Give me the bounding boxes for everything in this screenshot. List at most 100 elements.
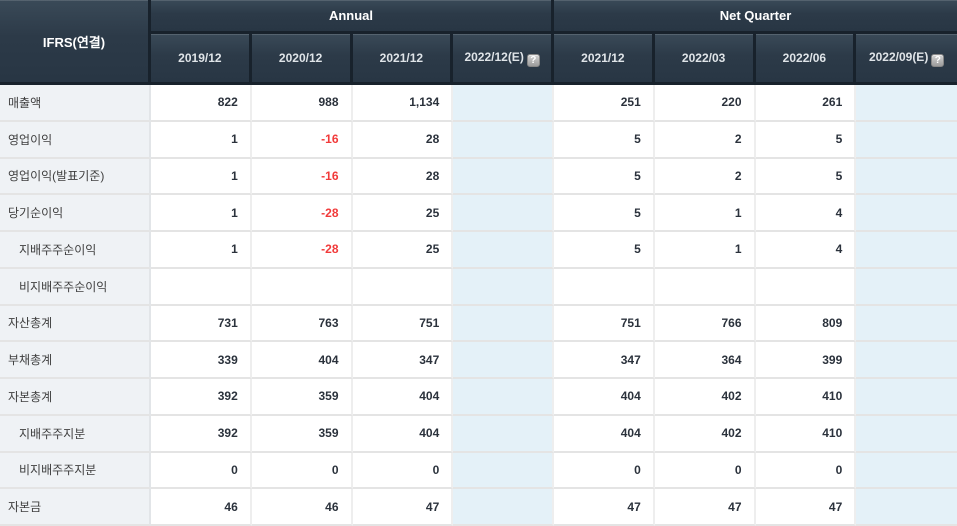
value-cell: 28 xyxy=(352,121,454,159)
row-label: 비지배주주지분 xyxy=(0,452,151,490)
column-header-estimate: 2022/09(E)? xyxy=(856,34,957,85)
value-cell: 0 xyxy=(654,452,756,490)
value-cell xyxy=(654,268,756,306)
value-cell xyxy=(151,268,252,306)
value-cell: 402 xyxy=(654,379,756,416)
value-cell: 47 xyxy=(352,489,454,526)
value-cell xyxy=(352,268,454,306)
column-header: 2022/03 xyxy=(654,34,756,85)
value-cell: 47 xyxy=(755,489,857,526)
table-row: 비지배주주순이익 xyxy=(0,268,957,306)
value-cell: 5 xyxy=(755,121,857,159)
value-cell xyxy=(453,415,554,453)
value-cell: 0 xyxy=(151,452,252,490)
value-cell: 1 xyxy=(151,121,252,159)
value-cell: 731 xyxy=(151,305,252,343)
value-cell xyxy=(856,195,957,232)
value-cell xyxy=(856,489,957,526)
value-cell: 392 xyxy=(151,379,252,416)
value-cell: 5 xyxy=(755,158,857,196)
value-cell xyxy=(755,268,857,306)
value-cell: 1 xyxy=(151,158,252,196)
value-cell: 0 xyxy=(251,452,353,490)
value-cell: 404 xyxy=(352,379,454,416)
value-cell xyxy=(453,121,554,159)
value-cell xyxy=(453,489,554,526)
value-cell: 359 xyxy=(251,379,353,416)
value-cell: 410 xyxy=(755,379,857,416)
value-cell xyxy=(453,232,554,269)
value-cell xyxy=(856,268,957,306)
table-row: 매출액 822 988 1,134 251 220 261 xyxy=(0,85,957,122)
value-cell: 47 xyxy=(654,489,756,526)
value-cell xyxy=(251,268,353,306)
value-cell: 0 xyxy=(352,452,454,490)
value-cell: 47 xyxy=(554,489,655,526)
value-cell: 28 xyxy=(352,158,454,196)
value-cell: 404 xyxy=(554,415,655,453)
column-header-label: 2022/09(E) xyxy=(868,49,929,64)
value-cell xyxy=(453,85,554,122)
row-label: 자본금 xyxy=(0,489,151,526)
value-cell: 25 xyxy=(352,195,454,232)
value-cell: 751 xyxy=(554,305,655,343)
value-cell xyxy=(453,158,554,196)
table-row: 영업이익 1 -16 28 5 2 5 xyxy=(0,121,957,159)
column-header-label: 2022/12(E) xyxy=(464,49,524,64)
value-cell xyxy=(856,305,957,343)
value-cell: 359 xyxy=(251,415,353,453)
value-cell: 763 xyxy=(251,305,353,343)
value-cell: -28 xyxy=(251,232,353,269)
value-cell: 220 xyxy=(654,85,756,122)
value-cell xyxy=(856,452,957,490)
value-cell: -28 xyxy=(251,195,353,232)
value-cell: 347 xyxy=(352,342,454,379)
help-icon[interactable]: ? xyxy=(931,53,945,67)
value-cell xyxy=(453,452,554,490)
value-cell xyxy=(856,342,957,379)
value-cell: 4 xyxy=(755,195,857,232)
column-header-label: 2019/12 xyxy=(178,51,222,65)
value-cell: 25 xyxy=(352,232,454,269)
table-row: 영업이익(발표기준) 1 -16 28 5 2 5 xyxy=(0,158,957,196)
value-cell xyxy=(856,232,957,269)
row-label: 영업이익 xyxy=(0,121,151,159)
row-label: 자산총계 xyxy=(0,305,151,343)
column-header: 2020/12 xyxy=(251,34,353,85)
column-header-label: 2022/06 xyxy=(782,51,827,65)
value-cell: 1 xyxy=(654,232,756,269)
value-cell xyxy=(856,415,957,453)
row-label: 당기순이익 xyxy=(0,195,151,232)
column-header-estimate: 2022/12(E)? xyxy=(453,34,554,85)
column-header: 2021/12 xyxy=(352,34,454,85)
column-header-label: 2021/12 xyxy=(581,51,625,65)
help-icon[interactable]: ? xyxy=(526,53,540,67)
table-header: IFRS(연결) Annual Net Quarter 2019/12 2020… xyxy=(0,0,957,85)
value-cell xyxy=(856,379,957,416)
value-cell xyxy=(856,85,957,122)
value-cell: 46 xyxy=(251,489,353,526)
value-cell: 5 xyxy=(554,158,655,196)
value-cell: 404 xyxy=(554,379,655,416)
value-cell: 404 xyxy=(251,342,353,379)
value-cell xyxy=(453,379,554,416)
table-row: 자본총계 392 359 404 404 402 410 xyxy=(0,379,957,416)
row-label: 영업이익(발표기준) xyxy=(0,158,151,196)
value-cell: 4 xyxy=(755,232,857,269)
value-cell: 404 xyxy=(352,415,454,453)
table-row: 당기순이익 1 -28 25 5 1 4 xyxy=(0,195,957,232)
group-header-annual: Annual xyxy=(151,0,554,34)
value-cell: 399 xyxy=(755,342,857,379)
value-cell: 809 xyxy=(755,305,857,343)
group-header-net-quarter: Net Quarter xyxy=(554,0,957,34)
header-date-row: 2019/12 2020/12 2021/12 2022/12(E)? 2021… xyxy=(0,34,957,85)
value-cell xyxy=(453,268,554,306)
value-cell: 988 xyxy=(251,85,353,122)
value-cell xyxy=(453,305,554,343)
value-cell: 2 xyxy=(654,158,756,196)
row-label: 매출액 xyxy=(0,85,151,122)
value-cell: -16 xyxy=(251,158,353,196)
value-cell: 5 xyxy=(554,121,655,159)
value-cell: 1 xyxy=(151,232,252,269)
